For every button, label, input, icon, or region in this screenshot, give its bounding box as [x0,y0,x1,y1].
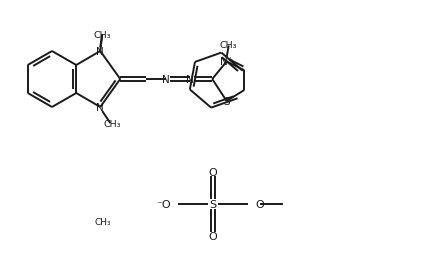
Text: N: N [162,75,170,85]
Text: CH₃: CH₃ [94,31,111,40]
Text: N: N [96,103,104,113]
Text: O: O [209,231,218,241]
Text: S: S [223,97,230,107]
Text: S: S [209,199,217,209]
Text: CH₃: CH₃ [103,120,121,129]
Text: ⁻O: ⁻O [156,199,171,209]
Text: O: O [209,167,218,177]
Text: O: O [255,199,264,209]
Text: CH₃: CH₃ [95,217,112,226]
Text: N: N [96,47,104,57]
Text: N⁺: N⁺ [220,57,233,67]
Text: N: N [187,75,194,85]
Text: CH₃: CH₃ [220,41,237,50]
